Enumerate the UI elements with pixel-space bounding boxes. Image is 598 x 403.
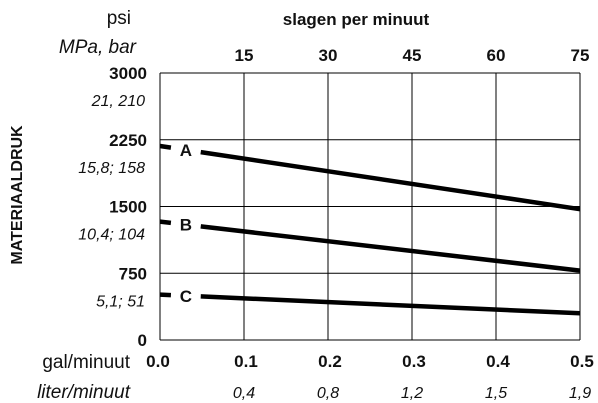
y-unit-mpa-bar: MPa, bar	[59, 37, 137, 58]
y-axis-title: MATERIAALDRUK	[9, 125, 26, 265]
series-label-B: B	[180, 216, 192, 235]
top-tick-label: 15	[235, 46, 254, 65]
y-tick-secondary: 15,8; 158	[78, 160, 145, 177]
y-tick-secondary: 21, 210	[91, 93, 145, 110]
chart-series	[159, 143, 581, 316]
x-tick-label: 0.2	[318, 352, 342, 371]
x-tick-secondary: 1,5	[485, 385, 507, 402]
x-tick-secondary: 0,4	[233, 385, 255, 402]
top-axis-title: slagen per minuut	[283, 10, 430, 29]
series-line-A	[200, 149, 581, 212]
top-tick-label: 60	[487, 46, 506, 65]
y-unit-psi: psi	[107, 8, 131, 29]
x-tick-secondary: 1,2	[401, 385, 423, 402]
chart-grid	[159, 72, 581, 341]
x-tick-label: 0.3	[402, 352, 426, 371]
x-tick-label: 0.0	[146, 352, 170, 371]
top-tick-label: 75	[571, 46, 590, 65]
y-tick-label: 1500	[109, 198, 147, 217]
series-line-B-start	[159, 219, 172, 226]
x-unit-gal: gal/minuut	[42, 352, 130, 373]
series-label-A: A	[180, 141, 192, 160]
y-tick-secondary: 5,1; 51	[96, 293, 145, 310]
y-tick-label: 3000	[109, 64, 147, 83]
series-line-C	[200, 294, 581, 316]
x-tick-secondary: 0,8	[317, 385, 339, 402]
series-label-C: C	[180, 287, 192, 306]
series-line-A-start	[159, 143, 172, 150]
y-tick-secondary: 10,4; 104	[78, 227, 145, 244]
top-tick-label: 30	[319, 46, 338, 65]
top-tick-label: 45	[403, 46, 422, 65]
y-tick-label: 750	[119, 264, 147, 283]
y-tick-label: 2250	[109, 131, 147, 150]
x-tick-label: 0.5	[570, 352, 594, 371]
series-line-B	[200, 224, 581, 273]
x-tick-label: 0.4	[486, 352, 510, 371]
x-unit-liter: liter/minuut	[37, 382, 131, 403]
x-tick-label: 0.1	[234, 352, 258, 371]
x-tick-secondary: 1,9	[569, 385, 591, 402]
y-tick-label: 0	[138, 331, 147, 350]
